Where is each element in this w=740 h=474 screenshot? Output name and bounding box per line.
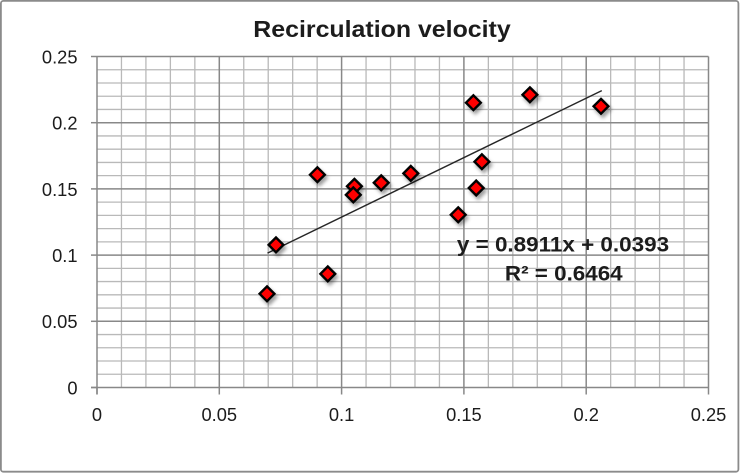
svg-text:0.1: 0.1 [52,245,77,266]
svg-text:0.2: 0.2 [52,113,77,134]
svg-text:R² = 0.6464: R² = 0.6464 [505,263,623,286]
svg-text:Recirculation velocity: Recirculation velocity [253,16,510,42]
svg-text:0.2: 0.2 [573,404,598,425]
svg-text:0: 0 [92,404,102,425]
svg-text:0.25: 0.25 [691,404,727,425]
svg-text:0.1: 0.1 [329,404,354,425]
svg-text:0.05: 0.05 [202,404,238,425]
svg-text:0.05: 0.05 [42,311,78,332]
svg-text:0: 0 [67,377,77,398]
svg-text:y = 0.8911x + 0.0393: y = 0.8911x + 0.0393 [457,233,669,256]
svg-text:0.15: 0.15 [446,404,482,425]
svg-text:0.25: 0.25 [42,46,78,67]
svg-text:0.15: 0.15 [42,179,78,200]
